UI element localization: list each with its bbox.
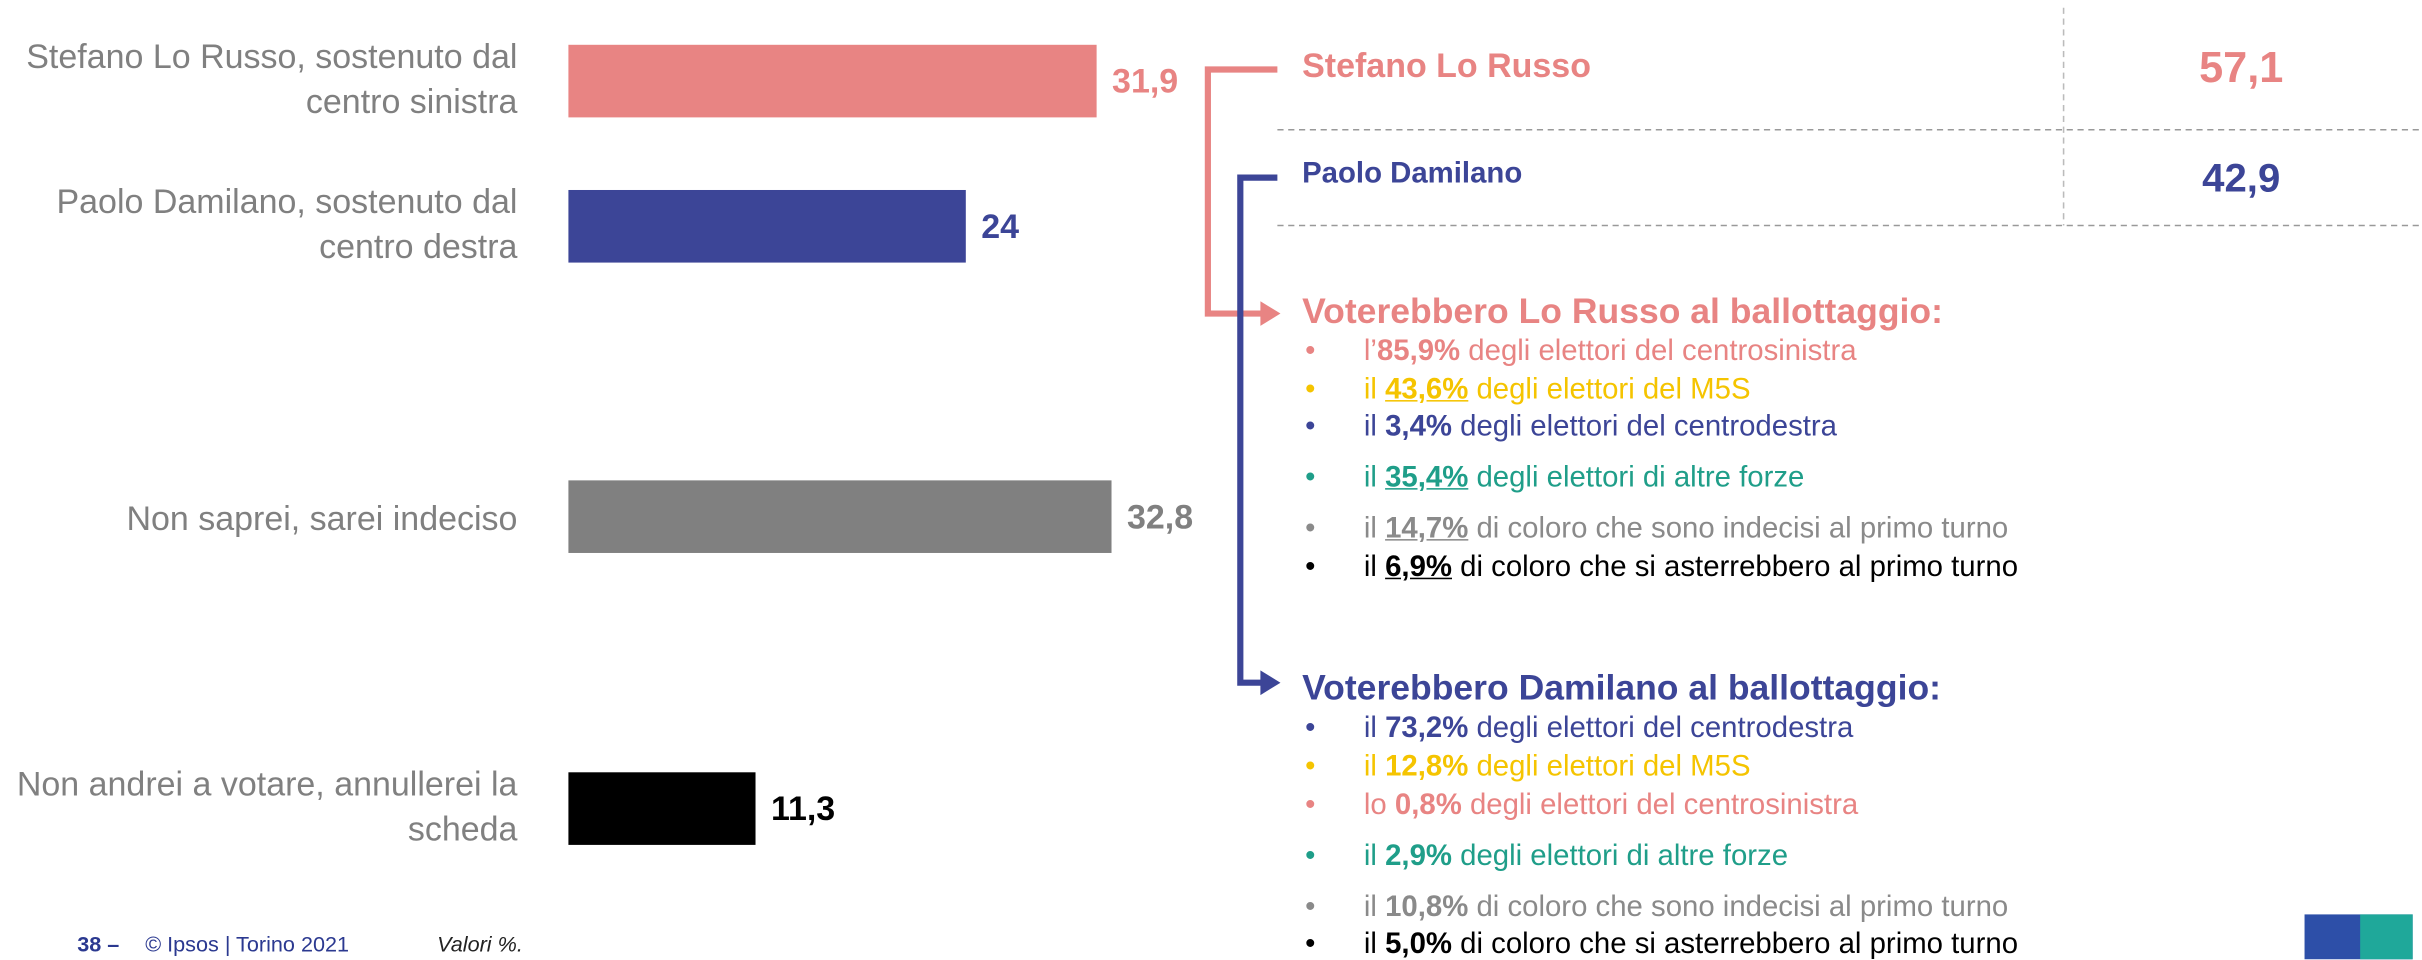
- item-percent: 10,8%: [1385, 891, 1469, 924]
- note: Valori %.: [437, 931, 523, 957]
- category-label: Stefano Lo Russo, sostenuto dal centro s…: [26, 37, 518, 121]
- bullet: •: [1305, 789, 1316, 822]
- candidate-name: Paolo Damilano: [1302, 157, 1523, 190]
- candidate-result: 57,1: [2199, 43, 2284, 92]
- item-percent: 5,0%: [1385, 928, 1452, 960]
- copyright: © Ipsos | Torino 2021: [145, 931, 350, 957]
- bullet: •: [1305, 512, 1316, 546]
- candidate-name: Stefano Lo Russo: [1302, 46, 1591, 85]
- bar: [568, 480, 1112, 553]
- value-label: 11,3: [770, 789, 836, 828]
- item-prefix: il: [1363, 928, 1386, 960]
- item-percent: 85,9%: [1376, 335, 1461, 368]
- item-text: degli elettori del M5S: [1468, 373, 1751, 407]
- item-prefix: il: [1363, 551, 1386, 584]
- item-percent: 43,6%: [1385, 373, 1469, 407]
- item-prefix: il: [1363, 373, 1386, 407]
- item-text: degli elettori del centrodestra: [1451, 410, 1838, 444]
- item-percent: 12,8%: [1385, 750, 1469, 784]
- value-label: 32,8: [1126, 497, 1194, 536]
- item-text: degli elettori di altre forze: [1451, 840, 1789, 873]
- item-text: degli elettori di altre forze: [1468, 461, 1805, 495]
- item-text: di coloro che sono indecisi al primo tur…: [1468, 891, 2009, 924]
- value-label: 31,9: [1112, 61, 1179, 101]
- item-text: di coloro che si asterrebbero al primo t…: [1451, 928, 2019, 960]
- category-label: Non saprei, sarei indeciso: [126, 498, 518, 538]
- list-item: • il 35,4% degli elettori di altre forze: [1302, 462, 1804, 496]
- item-prefix: l’: [1363, 335, 1377, 368]
- candidate-result: 42,9: [2202, 154, 2281, 201]
- list-item: • il 10,8% di coloro che sono indecisi al…: [1302, 891, 2008, 925]
- group-heading: Voterebbero Lo Russo al ballottaggio:: [1302, 290, 1943, 331]
- item-prefix: il: [1363, 712, 1386, 745]
- category-label: Non andrei a votare, annullerei la sched…: [16, 764, 518, 848]
- list-item: • lo 0,8% degli elettori del centrosinist…: [1302, 789, 1858, 823]
- bullet: •: [1305, 335, 1316, 368]
- item-text: degli elettori del centrodestra: [1468, 712, 1854, 745]
- item-percent: 14,7%: [1385, 512, 1469, 546]
- item-text: degli elettori del centrosinistra: [1460, 335, 1857, 368]
- list-item: • il 3,4% degli elettori del centrodestra: [1302, 411, 1837, 445]
- item-text: degli elettori del centrosinistra: [1461, 789, 1859, 822]
- item-percent: 2,9%: [1385, 840, 1452, 873]
- category-label: Paolo Damilano, sostenuto dal centro des…: [56, 182, 518, 266]
- item-percent: 6,9%: [1385, 551, 1452, 584]
- list-item: • il 14,7% di coloro che sono indecisi al…: [1302, 513, 2008, 547]
- arrow-head: [1260, 670, 1281, 696]
- list-item: • il 6,9% di coloro che si asterrebbero a…: [1302, 551, 2018, 585]
- bullet: •: [1305, 551, 1316, 584]
- bullet: •: [1305, 750, 1316, 784]
- bullet: •: [1305, 461, 1316, 495]
- list-item: • il 12,8% degli elettori del M5S: [1302, 751, 1750, 785]
- item-prefix: lo: [1363, 789, 1395, 822]
- page-number: 38 –: [77, 931, 120, 957]
- item-text: di coloro che si asterrebbero al primo t…: [1451, 551, 2019, 584]
- list-item: • il 73,2% degli elettori del centrodestr…: [1302, 712, 1853, 746]
- list-item: • il 2,9% degli elettori di altre forze: [1302, 840, 1788, 874]
- bullet: •: [1305, 410, 1316, 444]
- group-heading: Voterebbero Damilano al ballottaggio:: [1302, 667, 1941, 708]
- connector: [1204, 66, 1278, 317]
- item-text: di coloro che sono indecisi al primo tur…: [1468, 512, 2009, 546]
- value-label: 24: [981, 206, 1020, 246]
- item-prefix: il: [1363, 840, 1386, 873]
- bullet: •: [1305, 712, 1316, 745]
- bar: [568, 189, 966, 263]
- list-item: • il 5,0% di coloro che si asterrebbero a…: [1302, 928, 2018, 959]
- bullet: •: [1305, 928, 1316, 960]
- list-item: • il 43,6% degli elettori del M5S: [1302, 374, 1750, 408]
- arrow-head: [1260, 301, 1281, 326]
- bullet: •: [1305, 373, 1316, 407]
- item-percent: 0,8%: [1394, 789, 1462, 822]
- item-text: degli elettori del M5S: [1468, 750, 1751, 784]
- item-percent: 3,4%: [1385, 410, 1452, 444]
- item-prefix: il: [1363, 891, 1386, 924]
- item-percent: 35,4%: [1385, 461, 1469, 495]
- bullet: •: [1305, 891, 1316, 924]
- bar: [568, 44, 1097, 118]
- bullet: •: [1305, 840, 1316, 873]
- item-prefix: il: [1363, 512, 1386, 546]
- item-prefix: il: [1363, 410, 1386, 444]
- bar: [568, 772, 756, 845]
- item-percent: 73,2%: [1385, 712, 1469, 745]
- logo: [2360, 914, 2413, 960]
- item-prefix: il: [1363, 750, 1386, 784]
- list-item: • l’85,9% degli elettori del centrosinist…: [1302, 335, 1856, 369]
- connector: [1237, 174, 1278, 686]
- item-prefix: il: [1363, 461, 1386, 495]
